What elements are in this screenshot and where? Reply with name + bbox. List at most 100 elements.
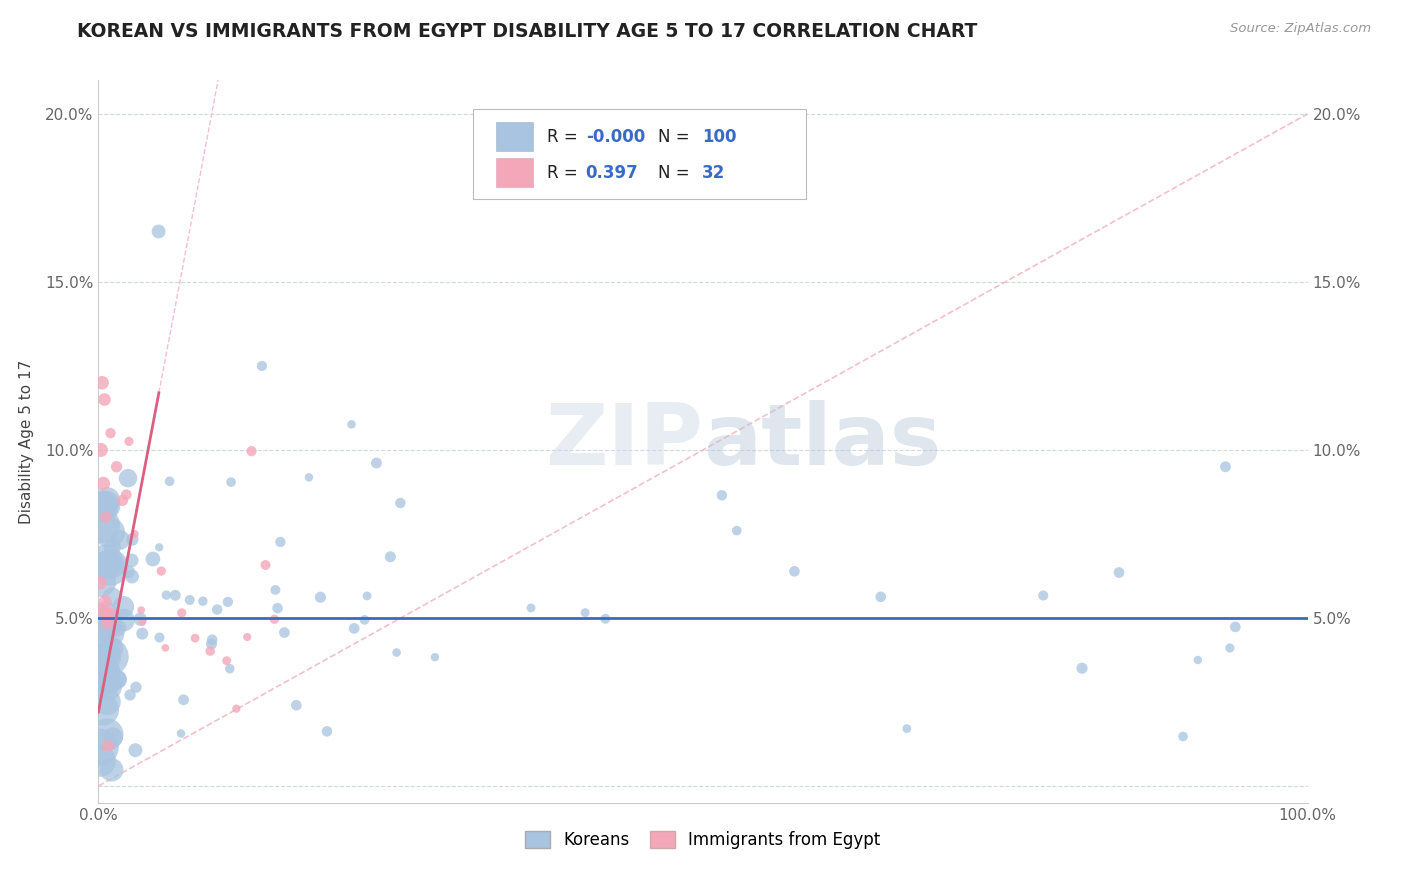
Point xyxy=(217,595,239,609)
Point xyxy=(96,695,118,709)
Bar xyxy=(496,122,533,151)
Point xyxy=(96,616,118,631)
Point xyxy=(90,574,112,589)
Point xyxy=(101,731,124,745)
Point xyxy=(263,612,285,626)
Point xyxy=(148,225,170,239)
Point xyxy=(155,588,177,602)
Text: 100: 100 xyxy=(702,128,737,145)
Point xyxy=(96,617,118,632)
Point xyxy=(219,475,242,489)
Point xyxy=(96,649,118,664)
Point xyxy=(108,533,131,547)
Point xyxy=(366,456,388,470)
Text: atlas: atlas xyxy=(703,400,941,483)
Point xyxy=(273,625,295,640)
Point xyxy=(389,496,412,510)
Point xyxy=(353,613,375,627)
Point xyxy=(89,621,111,635)
Point xyxy=(316,724,339,739)
Point xyxy=(118,688,141,702)
Point xyxy=(100,641,122,656)
Point xyxy=(100,763,122,777)
Point xyxy=(91,665,114,680)
Point xyxy=(309,591,332,605)
Point xyxy=(121,553,143,567)
Point xyxy=(142,552,165,566)
Point xyxy=(285,698,308,713)
Point xyxy=(131,615,153,629)
Point xyxy=(1215,459,1237,474)
Point xyxy=(129,612,152,626)
Point xyxy=(150,564,173,578)
Point xyxy=(98,560,121,574)
Point xyxy=(201,632,224,647)
Point xyxy=(356,589,378,603)
Point xyxy=(121,533,143,547)
Text: -0.000: -0.000 xyxy=(586,128,645,145)
Point xyxy=(97,673,120,688)
Point xyxy=(200,637,222,651)
Point xyxy=(170,726,193,740)
Text: 0.397: 0.397 xyxy=(586,164,638,182)
Point xyxy=(105,673,128,687)
Text: N =: N = xyxy=(658,164,695,182)
Point xyxy=(90,662,112,676)
Point xyxy=(1187,653,1209,667)
Point xyxy=(205,602,228,616)
Point xyxy=(725,524,748,538)
Point xyxy=(520,601,543,615)
Point xyxy=(343,621,366,635)
Point xyxy=(148,541,170,555)
Point xyxy=(129,603,152,617)
Point xyxy=(118,565,141,579)
Text: KOREAN VS IMMIGRANTS FROM EGYPT DISABILITY AGE 5 TO 17 CORRELATION CHART: KOREAN VS IMMIGRANTS FROM EGYPT DISABILI… xyxy=(77,22,977,41)
Point xyxy=(125,680,148,694)
Point xyxy=(94,609,117,624)
Point xyxy=(93,392,115,407)
Point xyxy=(1171,730,1194,744)
Point xyxy=(254,558,277,572)
Point xyxy=(90,558,112,573)
Point xyxy=(385,646,408,660)
Text: ZIP: ZIP xyxy=(546,400,703,483)
Point xyxy=(89,754,111,768)
Point xyxy=(90,442,112,457)
FancyBboxPatch shape xyxy=(474,109,806,200)
Point xyxy=(96,493,118,508)
Point xyxy=(215,654,238,668)
Point xyxy=(179,593,201,607)
Point xyxy=(94,605,117,619)
Point xyxy=(131,626,153,640)
Point xyxy=(1225,620,1247,634)
Point xyxy=(89,575,111,590)
Point xyxy=(97,680,120,694)
Point xyxy=(896,722,918,736)
Point xyxy=(96,727,118,741)
Point xyxy=(170,606,193,620)
Point xyxy=(121,569,143,583)
Point xyxy=(112,599,135,614)
Point xyxy=(91,476,114,491)
Point xyxy=(94,594,117,608)
Point xyxy=(783,564,806,578)
Point xyxy=(91,703,114,717)
Point xyxy=(94,499,117,513)
Point xyxy=(98,525,121,540)
Point xyxy=(159,475,181,489)
Text: Source: ZipAtlas.com: Source: ZipAtlas.com xyxy=(1230,22,1371,36)
Point xyxy=(111,493,134,508)
Y-axis label: Disability Age 5 to 17: Disability Age 5 to 17 xyxy=(20,359,34,524)
Point xyxy=(100,426,122,441)
Point xyxy=(1219,640,1241,655)
Point xyxy=(298,470,321,484)
Point xyxy=(340,417,363,432)
Point xyxy=(191,594,214,608)
Point xyxy=(89,740,111,755)
Point xyxy=(97,739,120,753)
Point xyxy=(101,559,124,574)
Point xyxy=(94,510,117,524)
Point xyxy=(100,627,122,641)
Point xyxy=(94,555,117,569)
Text: R =: R = xyxy=(547,164,583,182)
